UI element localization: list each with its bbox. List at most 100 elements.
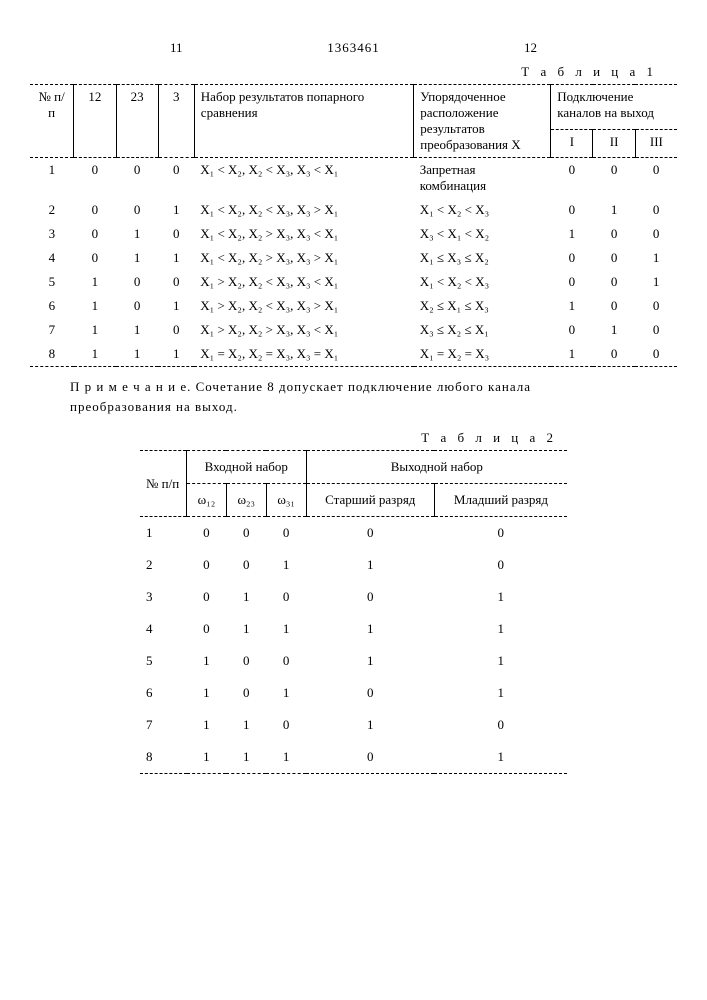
cell-i: 1 — [551, 222, 593, 246]
cell-n: 4 — [140, 613, 187, 645]
cell-ii: 0 — [593, 222, 635, 246]
cell-set: X₁ < X₂, X₂ < X₃, X₃ < X₁ — [194, 158, 413, 199]
th-12: 12 — [74, 85, 116, 158]
cell-c: 1 — [158, 294, 194, 318]
cell-hi: 1 — [306, 613, 434, 645]
cell-a: 1 — [74, 294, 116, 318]
cell-a: 0 — [187, 581, 227, 613]
cell-set: X₁ < X₂, X₂ > X₃, X₃ < X₁ — [194, 222, 413, 246]
cell-iii: 0 — [635, 198, 677, 222]
cell-ii: 0 — [593, 158, 635, 199]
cell-ii: 0 — [593, 270, 635, 294]
cell-hi: 1 — [306, 709, 434, 741]
th2-w12: ω₁₂ — [187, 484, 227, 517]
table-row: 3010X₁ < X₂, X₂ > X₃, X₃ < X₁X₃ < X₁ < X… — [30, 222, 677, 246]
cell-i: 0 — [551, 246, 593, 270]
th2-w23: ω₂₃ — [226, 484, 266, 517]
table-row: 401111 — [140, 613, 567, 645]
table2: № п/п Входной набор Выходной набор ω₁₂ ω… — [140, 450, 567, 774]
cell-i: 1 — [551, 294, 593, 318]
cell-set: X₁ < X₂, X₂ > X₃, X₃ > X₁ — [194, 246, 413, 270]
table-row: 610101 — [140, 677, 567, 709]
table-row: 100000 — [140, 517, 567, 550]
cell-a: 1 — [74, 318, 116, 342]
cell-b: 1 — [116, 318, 158, 342]
cell-hi: 0 — [306, 677, 434, 709]
table-row: 7110X₁ > X₂, X₂ > X₃, X₃ < X₁X₃ ≤ X₂ ≤ X… — [30, 318, 677, 342]
cell-i: 1 — [551, 342, 593, 367]
th-ii: II — [593, 130, 635, 158]
table-row: 8111X₁ = X₂, X₂ = X₃, X₃ = X₁X₁ = X₂ = X… — [30, 342, 677, 367]
cell-b: 0 — [226, 549, 266, 581]
cell-a: 0 — [74, 198, 116, 222]
cell-n: 1 — [140, 517, 187, 550]
cell-b: 0 — [226, 517, 266, 550]
cell-iii: 1 — [635, 246, 677, 270]
th2-hi: Старший разряд — [306, 484, 434, 517]
table1-body: 1000X₁ < X₂, X₂ < X₃, X₃ < X₁Запретная к… — [30, 158, 677, 367]
cell-hi: 0 — [306, 581, 434, 613]
cell-iii: 0 — [635, 294, 677, 318]
cell-n: 2 — [140, 549, 187, 581]
table-row: 4011X₁ < X₂, X₂ > X₃, X₃ > X₁X₁ ≤ X₃ ≤ X… — [30, 246, 677, 270]
cell-c: 1 — [266, 741, 306, 774]
cell-b: 0 — [226, 645, 266, 677]
cell-b: 1 — [116, 246, 158, 270]
doc-id: 1363461 — [30, 40, 677, 56]
cell-n: 4 — [30, 246, 74, 270]
th-ord: Упорядоченное расположение результатов п… — [414, 85, 551, 158]
cell-c: 0 — [266, 581, 306, 613]
cell-ord: X₁ = X₂ = X₃ — [414, 342, 551, 367]
table-row: 711010 — [140, 709, 567, 741]
cell-iii: 0 — [635, 222, 677, 246]
th2-num: № п/п — [140, 451, 187, 517]
cell-lo: 0 — [434, 549, 567, 581]
cell-a: 0 — [187, 549, 227, 581]
cell-iii: 1 — [635, 270, 677, 294]
cell-b: 0 — [116, 158, 158, 199]
cell-a: 1 — [74, 270, 116, 294]
cell-ord: X₁ < X₂ < X₃ — [414, 198, 551, 222]
table1-label: Т а б л и ц а 1 — [30, 64, 657, 80]
cell-lo: 0 — [434, 709, 567, 741]
cell-n: 8 — [30, 342, 74, 367]
cell-hi: 1 — [306, 549, 434, 581]
cell-n: 8 — [140, 741, 187, 774]
cell-b: 1 — [226, 581, 266, 613]
cell-n: 6 — [140, 677, 187, 709]
cell-ord: X₃ < X₁ < X₂ — [414, 222, 551, 246]
cell-ord: X₁ ≤ X₃ ≤ X₂ — [414, 246, 551, 270]
cell-iii: 0 — [635, 158, 677, 199]
cell-ord: X₁ < X₂ < X₃ — [414, 270, 551, 294]
th2-w31: ω₃₁ — [266, 484, 306, 517]
table2-label: Т а б л и ц а 2 — [30, 430, 557, 446]
cell-c: 0 — [266, 709, 306, 741]
cell-set: X₁ = X₂, X₂ = X₃, X₃ = X₁ — [194, 342, 413, 367]
table-row: 510011 — [140, 645, 567, 677]
cell-iii: 0 — [635, 342, 677, 367]
table2-body: 1000002001103010014011115100116101017110… — [140, 517, 567, 774]
cell-c: 0 — [266, 517, 306, 550]
table-row: 2001X₁ < X₂, X₂ < X₃, X₃ > X₁X₁ < X₂ < X… — [30, 198, 677, 222]
th2-out: Выходной набор — [306, 451, 567, 484]
cell-iii: 0 — [635, 318, 677, 342]
cell-b: 1 — [116, 222, 158, 246]
cell-c: 1 — [158, 246, 194, 270]
cell-ord: X₂ ≤ X₁ ≤ X₃ — [414, 294, 551, 318]
cell-a: 0 — [187, 613, 227, 645]
cell-c: 0 — [158, 222, 194, 246]
cell-b: 1 — [226, 741, 266, 774]
th2-lo: Младший разряд — [434, 484, 567, 517]
cell-a: 0 — [74, 222, 116, 246]
cell-n: 1 — [30, 158, 74, 199]
cell-b: 0 — [116, 198, 158, 222]
cell-c: 0 — [158, 158, 194, 199]
cell-c: 0 — [266, 645, 306, 677]
cell-c: 1 — [266, 613, 306, 645]
table-row: 200110 — [140, 549, 567, 581]
table-row: 811101 — [140, 741, 567, 774]
th-3: 3 — [158, 85, 194, 158]
cell-b: 1 — [116, 342, 158, 367]
cell-a: 0 — [74, 158, 116, 199]
cell-lo: 1 — [434, 677, 567, 709]
